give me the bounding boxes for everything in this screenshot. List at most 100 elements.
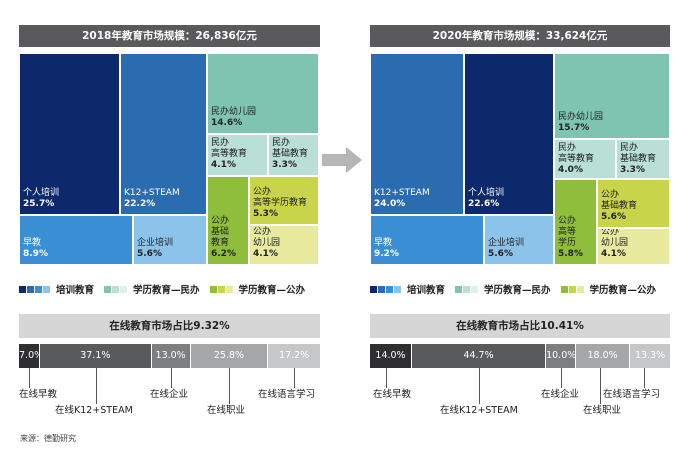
online-bar-label: 在线早教: [19, 389, 58, 400]
treemap-cell-value: 3.3%: [272, 160, 297, 170]
treemap-cell-value: 4.1%: [601, 249, 626, 259]
treemap-cell: 早教 8.9%: [19, 215, 133, 265]
legend-swatch: [576, 285, 584, 293]
treemap-cell-value: 22.2%: [124, 199, 156, 209]
treemap-cell-value: 5.6%: [137, 249, 162, 259]
online-bar-segment: 18.0%: [576, 344, 631, 368]
legend-pei-label: 培训教育: [407, 285, 446, 296]
source-note: 来源：德勤研究: [20, 434, 76, 443]
treemap-cell: 公办 高等 学历 5.8%: [554, 179, 597, 265]
treemap-cell: 企业培训 5.6%: [133, 215, 207, 265]
treemap-cell: 个人培训 25.7%: [19, 53, 120, 215]
treemap-cell-value: 4.0%: [558, 165, 583, 175]
leader-line: [386, 368, 387, 388]
online-bar-segment: 17.2%: [268, 344, 320, 368]
leader-line: [644, 368, 646, 388]
legend-gong-label: 学历教育—公办: [238, 285, 306, 296]
treemap-cell-value: 4.1%: [211, 160, 236, 170]
treemap-cell-label: 民办幼儿园: [558, 112, 604, 122]
leader-line: [171, 368, 173, 388]
left-online-header: 在线教育市场占比9.32%: [19, 314, 320, 338]
treemap-cell: 公办 高等学历教育 5.3%: [249, 176, 319, 225]
legend-gong: 学历教育—公办: [560, 282, 657, 296]
arrow-right-icon: [322, 147, 362, 173]
legend-swatch: [455, 285, 463, 293]
treemap-cell: 早教 9.2%: [370, 215, 484, 265]
legend-swatch: [225, 285, 233, 293]
legend-gong-label: 学历教育—公办: [589, 285, 657, 296]
left-market-header: 2018年教育市场规模：26,836亿元: [19, 25, 320, 47]
legend-swatch: [217, 285, 225, 293]
online-bar-segment: 13.3%: [630, 344, 670, 368]
treemap-cell-label: K12+STEAM: [374, 188, 430, 198]
treemap-cell-label: 早教: [23, 238, 42, 248]
legend-gong: 学历教育—公办: [209, 282, 306, 296]
legend-swatch: [120, 285, 128, 293]
treemap-cell: 民办 基础教育 3.3%: [268, 134, 319, 176]
treemap-cell-label: 民办 高等教育: [211, 138, 248, 159]
leader-line: [294, 368, 296, 388]
online-bar-label: 在线早教: [373, 389, 412, 400]
legend-swatch: [27, 285, 34, 293]
treemap-cell-label: 个人培训: [23, 188, 60, 198]
legend-swatch: [104, 285, 112, 293]
online-bar-segment: 37.1%: [40, 344, 152, 368]
legend-swatch: [370, 285, 377, 293]
treemap-cell-value: 5.6%: [601, 212, 626, 222]
legend-swatch: [209, 285, 217, 293]
treemap-cell-value: 15.7%: [558, 123, 590, 133]
legend-swatch: [386, 285, 393, 293]
legend-swatch: [394, 285, 401, 293]
online-bar-label: 在线K12+STEAM: [440, 405, 518, 416]
treemap-cell-value: 5.8%: [558, 249, 583, 259]
left-legend: 培训教育 学历教育—民办 学历教育—公办: [19, 282, 315, 296]
treemap-cell-label: 个人培训: [468, 188, 505, 198]
legend-swatch: [43, 285, 50, 293]
treemap-cell: 个人培训 22.6%: [464, 53, 554, 215]
legend-swatch: [112, 285, 120, 293]
treemap-cell-label: 民办 高等教育: [558, 143, 595, 164]
legend-swatch: [463, 285, 471, 293]
right-online-header: 在线教育市场占比10.41%: [370, 314, 670, 338]
treemap-cell-value: 5.3%: [253, 209, 278, 219]
right-market-header: 2020年教育市场规模：33,624亿元: [370, 25, 670, 47]
legend-min-label: 学历教育—民办: [484, 285, 551, 296]
treemap-cell: 公办 幼儿园 4.1%: [597, 228, 670, 265]
treemap-cell: 企业培训 5.6%: [484, 215, 554, 265]
online-bar-label: 在线K12+STEAM: [55, 405, 133, 416]
treemap-cell: K12+STEAM 22.2%: [120, 53, 207, 215]
treemap-cell-value: 25.7%: [23, 199, 55, 209]
right-legend: 培训教育 学历教育—民办 学历教育—公办: [370, 282, 656, 296]
online-bar-label: 在线职业: [583, 405, 622, 416]
online-bar-segment: 10.0%: [546, 344, 576, 368]
legend-swatch: [35, 285, 42, 293]
online-bar-label: 在线企业: [541, 389, 580, 400]
leader-line: [229, 368, 231, 404]
online-bar-segment: 25.8%: [190, 344, 269, 368]
legend-min-label: 学历教育—民办: [133, 285, 200, 296]
legend-swatch: [471, 285, 479, 293]
treemap-cell-value: 4.1%: [253, 249, 278, 259]
treemap-cell: 民办幼儿园 15.7%: [554, 53, 670, 139]
online-bar-segment: 44.7%: [412, 344, 547, 368]
treemap-cell: 公办 幼儿园 4.1%: [249, 225, 319, 265]
legend-pei: 培训教育: [19, 282, 94, 296]
leader-line: [479, 368, 481, 404]
online-bar-segment: 7.0%: [19, 344, 43, 368]
treemap-cell-value: 8.9%: [23, 249, 48, 259]
legend-swatch: [560, 285, 568, 293]
legend-pei: 培训教育: [370, 282, 445, 296]
treemap-cell-label: 公办 基础教育: [601, 190, 638, 211]
treemap-cell-value: 14.6%: [211, 118, 243, 128]
online-bar-label: 在线语言学习: [603, 389, 661, 400]
treemap-cell-label: 民办 基础教育: [620, 143, 657, 164]
online-bar-segment: 14.0%: [370, 344, 412, 368]
treemap-cell-label: 公办 高等学历教育: [253, 187, 308, 208]
treemap-cell-value: 3.3%: [620, 165, 645, 175]
online-bar-segment: 13.0%: [151, 344, 191, 368]
treemap-cell-value: 22.6%: [468, 199, 500, 209]
treemap-cell-label: 公办 幼儿园: [601, 228, 629, 248]
treemap-cell-label: K12+STEAM: [124, 188, 180, 198]
treemap-cell-label: 民办幼儿园: [211, 107, 257, 117]
treemap-cell-value: 5.6%: [488, 249, 513, 259]
